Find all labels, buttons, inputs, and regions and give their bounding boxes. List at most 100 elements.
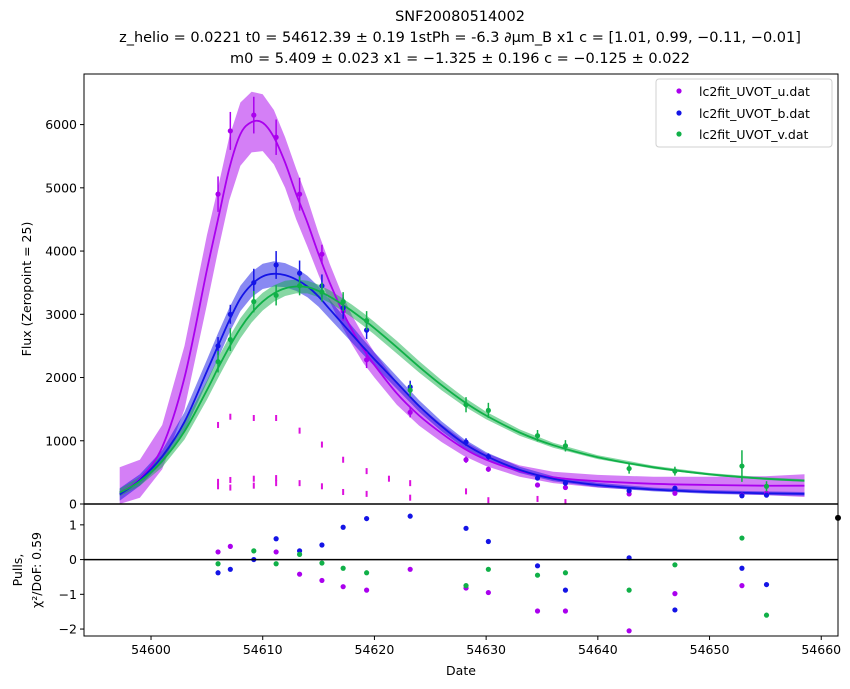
pull-point-b (672, 607, 678, 613)
legend-label-b: lc2fit_UVOT_b.dat (699, 106, 810, 121)
data-point-v (340, 299, 346, 305)
pulls-y-axis-label-2: χ²/DoF: 0.59 (29, 532, 44, 608)
pull-point-v (672, 562, 678, 568)
flux-y-tick-label: 3000 (45, 307, 77, 322)
legend-box (655, 78, 833, 148)
x-tick-label: 54600 (131, 642, 171, 657)
small-marker (320, 441, 323, 448)
small-marker (320, 483, 323, 490)
data-point-b (463, 439, 469, 445)
data-point-v (319, 289, 325, 295)
data-point-u (319, 251, 325, 257)
data-point-b (273, 262, 279, 268)
small-marker (298, 480, 301, 487)
pulls-panel: −2−101 54600 54610 54620 54630 54640 54650 546… (10, 503, 841, 678)
data-point-v (672, 468, 678, 474)
small-marker (487, 497, 490, 504)
small-marker (217, 483, 220, 490)
pulls-points (215, 513, 841, 634)
small-marker (465, 488, 468, 495)
pulls-y-ticks: −2 −1 0 1 (59, 517, 84, 637)
data-point-u (463, 457, 469, 463)
pull-point-u (296, 571, 303, 577)
x-tick-label: 54620 (355, 642, 395, 657)
pull-point-v (215, 561, 221, 567)
pull-point-v (273, 561, 279, 567)
pull-point-v (626, 587, 632, 593)
small-marker (387, 475, 390, 482)
pull-point-v (364, 570, 370, 576)
small-marker (365, 468, 368, 475)
pull-point-v (763, 612, 770, 618)
small-marker (252, 482, 255, 489)
pull-point-u (739, 583, 745, 589)
pull-point-b (763, 581, 770, 588)
pull-point-u (485, 589, 491, 596)
pull-point-u (273, 549, 279, 555)
pull-point-b (340, 524, 346, 530)
small-marker (229, 484, 232, 491)
small-marker (275, 475, 278, 482)
x-tick-label: 54640 (578, 642, 618, 657)
pull-point-v (251, 548, 257, 554)
pull-point-u (562, 608, 569, 614)
small-marker (217, 478, 220, 485)
pull-point-u (364, 587, 370, 593)
data-point-v (227, 336, 233, 343)
x-tick-label: 54650 (690, 642, 730, 657)
small-marker (365, 490, 368, 497)
flux-y-tick-label: 4000 (45, 244, 77, 259)
x-tick-label: 54610 (243, 642, 283, 657)
pull-point-v (296, 551, 303, 557)
pulls-y-tick-label: −2 (59, 622, 77, 637)
data-point-v (273, 292, 279, 298)
data-point-b (672, 485, 678, 491)
pulls-x-ticks: 54600 54610 54620 54630 54640 54650 54660 (131, 636, 841, 657)
model-curve-v (119, 285, 805, 494)
small-marker (409, 480, 412, 487)
pull-point-b (273, 536, 279, 542)
small-marker (298, 427, 301, 434)
data-point-v (562, 443, 569, 449)
pulls-y-tick-label: −1 (59, 587, 77, 602)
data-point-u (562, 484, 569, 491)
data-point-v (534, 433, 541, 439)
data-point-u (296, 191, 303, 197)
data-point-b (534, 475, 541, 481)
pull-point-b (562, 587, 569, 593)
pull-point-b (485, 538, 491, 545)
flux-panel: 0 1000 2000 3000 4000 5000 6000 Flux (Zeropoin… (19, 73, 839, 512)
flux-y-tick-label: 6000 (45, 117, 77, 132)
data-point-u (215, 191, 221, 197)
pull-point-b (463, 525, 469, 531)
data-point-u (534, 482, 541, 488)
flux-y-tick-label: 1000 (45, 433, 77, 448)
data-point-v (407, 387, 413, 393)
legend-marker-b (676, 110, 682, 116)
small-marker (229, 413, 232, 420)
pull-point-v (463, 583, 469, 589)
data-point-v (296, 283, 303, 289)
pull-point-v (534, 572, 541, 578)
small-marker (275, 415, 278, 421)
pull-point-v (485, 566, 491, 572)
data-point-b (626, 488, 632, 494)
pull-point-b (215, 570, 221, 576)
pull-point-v (340, 565, 346, 571)
legend-marker-u (676, 88, 682, 94)
flux-y-ticks: 0 1000 2000 3000 4000 5000 6000 (45, 117, 84, 512)
data-point-u (364, 357, 370, 363)
data-point-b (562, 480, 569, 486)
small-marker (252, 475, 255, 482)
legend-label-u: lc2fit_UVOT_u.dat (699, 84, 810, 99)
pull-point-u (319, 577, 325, 584)
data-point-v (739, 463, 745, 469)
small-marker (252, 415, 255, 421)
pull-point-b (364, 515, 370, 522)
small-marker (564, 499, 567, 506)
data-point-b (296, 270, 303, 276)
data-point-b (739, 493, 745, 499)
data-point-v (463, 402, 469, 408)
pull-point-u (340, 584, 346, 590)
